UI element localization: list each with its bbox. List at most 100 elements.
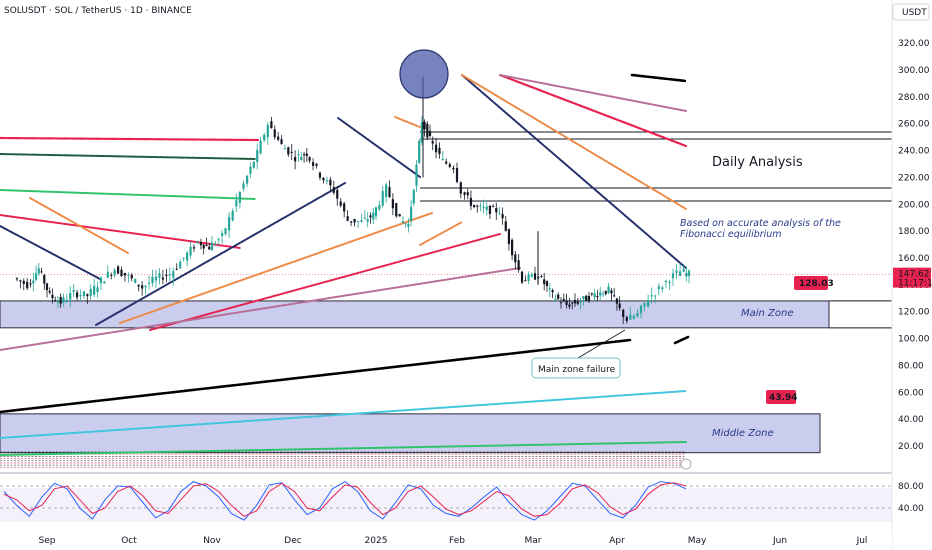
candle-body [507, 229, 511, 244]
candle-body [256, 149, 259, 162]
candle-body [103, 281, 106, 284]
red-fib-line [498, 73, 688, 148]
candle-body [385, 184, 388, 197]
candle-body [441, 158, 444, 160]
candle-body [329, 179, 332, 186]
candle-body [423, 121, 426, 130]
candle-body [224, 228, 227, 235]
candle-body [395, 203, 398, 217]
candle-body [590, 293, 593, 295]
candle-body [585, 295, 588, 301]
candle-body [452, 167, 455, 170]
candle-body [356, 221, 360, 223]
candle-body [643, 302, 646, 307]
candle-body [123, 272, 127, 276]
candle-body [311, 162, 315, 166]
candle-body [189, 246, 192, 256]
candle-body [144, 285, 147, 288]
candle-body [473, 204, 476, 208]
candle-body [548, 288, 551, 290]
candle-body [196, 241, 199, 243]
candle-body [533, 273, 537, 280]
last-price-tag [893, 267, 931, 288]
candle-body [520, 271, 524, 283]
candle-body [415, 164, 418, 186]
x-tick-label: 2025 [365, 536, 388, 546]
red-uptrend-line [149, 233, 501, 331]
x-tick-label: Nov [203, 536, 221, 546]
y-tick-label: 20.00 [898, 442, 924, 452]
y-tick-label: 160.00 [898, 254, 930, 264]
callout-box [531, 357, 621, 379]
orange-line-left [29, 197, 129, 254]
black-short-line [673, 335, 690, 345]
main-zone-value: 128.03 [799, 279, 834, 289]
candle-body [363, 217, 367, 219]
candle-body [235, 200, 238, 207]
candle-body [366, 219, 369, 222]
x-tick-label: Jun [772, 536, 787, 546]
candle-body [501, 214, 504, 219]
green-dark-line [0, 153, 256, 160]
candle-body [19, 280, 22, 282]
currency-button[interactable] [892, 3, 930, 21]
candle-body [482, 206, 485, 208]
candle-body [48, 290, 51, 293]
orange-small-line [419, 221, 463, 246]
x-tick-label: Feb [449, 536, 465, 546]
candle-body [294, 156, 297, 162]
osc-tick-label: 40.00 [898, 504, 924, 514]
candle-body [687, 270, 691, 277]
candle-body [466, 192, 469, 196]
candle-body [622, 309, 625, 318]
oscillator-band [0, 488, 892, 522]
fib-note-line1: Based on accurate analysis of the [680, 218, 841, 229]
candle-body [93, 285, 96, 295]
candle-body [410, 206, 413, 221]
candle-body [618, 303, 621, 309]
candle-body [208, 246, 211, 250]
candle-body [325, 180, 328, 182]
candle-body [259, 140, 262, 154]
candle-body [127, 274, 130, 276]
candle-body [369, 215, 372, 218]
candle-body [682, 269, 685, 272]
candle-body [391, 199, 394, 209]
candle-body [141, 285, 144, 289]
candle-body [459, 182, 462, 194]
main-zone-label: Main Zone [741, 308, 794, 319]
x-tick-label: Oct [121, 536, 137, 546]
candle-body [343, 203, 346, 212]
candle-body [186, 252, 189, 261]
y-tick-label: 300.00 [898, 66, 930, 76]
candle-body [551, 290, 554, 293]
daily-analysis-label: Daily Analysis [712, 155, 803, 170]
candle-body [15, 278, 19, 280]
cyan-uptrend-line [0, 390, 687, 439]
candle-body [610, 290, 613, 294]
y-tick-label: 320.00 [898, 39, 930, 49]
y-tick-label: 180.00 [898, 227, 930, 237]
main-zone-box [0, 300, 830, 329]
alert-icon[interactable] [680, 458, 692, 470]
candle-body [75, 292, 79, 298]
candle-body [65, 299, 68, 302]
candle-body [350, 221, 353, 223]
main-zone-failure-label: Main zone failure [538, 365, 616, 375]
candle-body [568, 304, 571, 307]
candle-body [557, 294, 560, 299]
candle-body [106, 272, 109, 278]
candle-body [322, 177, 325, 181]
x-tick-label: Dec [284, 536, 301, 546]
candle-body [302, 154, 306, 156]
candle-body [273, 129, 276, 138]
candle-body [650, 295, 653, 297]
candle-body [249, 166, 252, 174]
candle-body [455, 167, 459, 182]
candle-body [540, 276, 543, 278]
candle-body [434, 144, 438, 153]
candle-body [445, 161, 448, 164]
candle-body [524, 280, 527, 282]
candle-body [29, 283, 32, 285]
